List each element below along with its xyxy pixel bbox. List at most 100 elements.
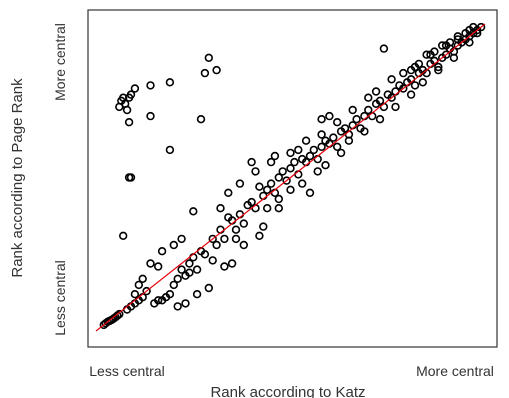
scatter-point bbox=[220, 234, 229, 244]
scatter-point bbox=[255, 231, 264, 241]
scatter-point bbox=[441, 50, 451, 59]
scatter-point bbox=[124, 117, 134, 127]
scatter-point bbox=[379, 44, 389, 53]
scatter-point bbox=[134, 280, 144, 290]
x-tick-label-left: Less central bbox=[89, 363, 164, 379]
scatter-point bbox=[247, 157, 256, 167]
scatter-point bbox=[348, 105, 357, 115]
scatter-point bbox=[173, 274, 182, 283]
scatter-point bbox=[216, 204, 225, 213]
scatter-point bbox=[321, 161, 330, 170]
scatter-point bbox=[286, 164, 295, 173]
scatter-point bbox=[391, 102, 400, 112]
scatter-point bbox=[274, 204, 283, 213]
scatter-point bbox=[336, 148, 346, 158]
scatter-point bbox=[220, 262, 229, 271]
scatter-point bbox=[212, 65, 221, 75]
scatter-point bbox=[181, 299, 190, 308]
scatter-point bbox=[165, 145, 175, 155]
scatter-point bbox=[231, 234, 241, 244]
scatter-point bbox=[418, 78, 427, 87]
scatter-point bbox=[192, 290, 202, 299]
scatter-point bbox=[251, 167, 260, 176]
scatter-point bbox=[375, 96, 385, 106]
scatter-point bbox=[208, 256, 217, 265]
scatter-point bbox=[434, 62, 443, 72]
reference-line bbox=[95, 23, 486, 332]
scatter-point bbox=[154, 262, 163, 271]
scatter-point bbox=[146, 81, 155, 90]
scatter-point bbox=[476, 22, 486, 32]
scatter-point bbox=[410, 62, 420, 72]
scatter-point bbox=[126, 90, 136, 99]
scatter-point bbox=[266, 157, 276, 167]
scatter-point bbox=[239, 219, 249, 228]
scatter-point bbox=[325, 111, 334, 121]
scatter-point bbox=[124, 173, 134, 182]
scatter-point bbox=[227, 259, 237, 268]
scatter-point bbox=[286, 185, 295, 195]
scatter-point bbox=[309, 145, 318, 155]
scatter-point bbox=[263, 204, 272, 213]
scatter-point bbox=[434, 65, 443, 75]
points-layer bbox=[99, 22, 486, 330]
scatter-point bbox=[130, 290, 140, 299]
scatter-point bbox=[422, 50, 431, 59]
scatter-point bbox=[146, 111, 155, 121]
scatter-point bbox=[298, 179, 307, 188]
scatter-point bbox=[169, 280, 179, 290]
scatter-point bbox=[118, 231, 128, 241]
scatter-point bbox=[329, 133, 338, 142]
scatter-point bbox=[204, 53, 214, 62]
y-tick-label-bottom: Less central bbox=[52, 260, 68, 335]
scatter-point bbox=[410, 81, 420, 90]
scatter-point bbox=[387, 93, 396, 102]
scatter-point bbox=[154, 296, 163, 305]
scatter-point bbox=[113, 311, 122, 320]
plot-frame bbox=[87, 9, 498, 348]
scatter-point bbox=[301, 136, 311, 145]
scatter-point bbox=[282, 176, 291, 185]
scatter-point bbox=[406, 90, 416, 99]
scatter-point bbox=[274, 173, 283, 182]
scatter-point bbox=[360, 127, 369, 136]
scatter-point bbox=[453, 35, 462, 44]
scatter-point bbox=[173, 302, 182, 311]
scatter-point bbox=[375, 114, 385, 124]
scatter-point bbox=[465, 25, 474, 35]
scatter-point bbox=[255, 182, 264, 191]
scatter-point bbox=[465, 38, 474, 47]
x-axis-title: Rank according to Katz bbox=[210, 384, 365, 398]
scatter-point bbox=[344, 136, 354, 145]
scatter-point bbox=[438, 41, 447, 50]
scatter-point bbox=[274, 194, 283, 204]
scatter-point bbox=[453, 32, 462, 41]
scatter-point bbox=[200, 68, 210, 78]
scatter-point bbox=[142, 286, 151, 296]
scatter-point bbox=[278, 167, 287, 176]
scatter-point bbox=[146, 259, 155, 268]
scatter-point bbox=[364, 93, 373, 102]
scatter-point bbox=[387, 75, 396, 84]
scatter-point bbox=[157, 247, 167, 256]
scatter-point bbox=[317, 130, 326, 139]
scatter-point bbox=[263, 185, 272, 195]
scatter-point bbox=[266, 179, 276, 188]
scatter-point bbox=[333, 142, 342, 152]
scatter-point bbox=[449, 53, 459, 62]
scatter-point bbox=[333, 117, 342, 127]
scatter-point bbox=[235, 179, 245, 188]
scatter-point bbox=[224, 188, 233, 198]
scatter-point bbox=[122, 105, 132, 115]
scatter-point bbox=[441, 41, 451, 50]
scatter-point bbox=[115, 309, 124, 319]
scatter-point bbox=[231, 225, 241, 234]
scatter-point bbox=[189, 207, 198, 216]
scatter-point bbox=[305, 188, 315, 198]
scatter-point bbox=[200, 250, 210, 259]
scatter-point bbox=[317, 114, 326, 124]
scatter-point bbox=[169, 240, 179, 250]
scatter-point bbox=[313, 167, 322, 176]
scatter-point bbox=[340, 124, 350, 133]
